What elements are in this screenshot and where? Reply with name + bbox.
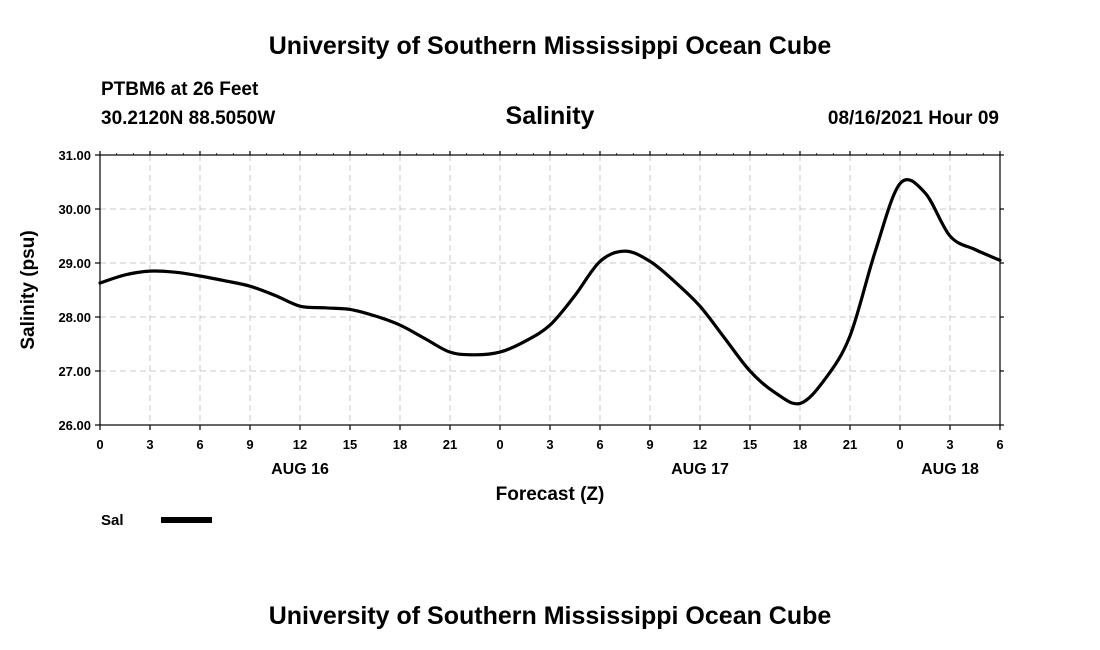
data-point — [574, 294, 576, 296]
x-tick-label: 21 — [443, 437, 457, 452]
footer-title: University of Southern Mississippi Ocean… — [269, 602, 832, 630]
x-tick-label: 9 — [246, 437, 253, 452]
y-axis-label: Salinity (psu) — [18, 230, 39, 349]
legend: Sal — [101, 512, 212, 529]
data-point — [474, 354, 476, 356]
series-layer — [98, 178, 1002, 406]
x-tick-label: 3 — [546, 437, 553, 452]
x-tick-label: 6 — [996, 437, 1003, 452]
y-tick-label: 29.00 — [58, 256, 91, 271]
y-tick-label: 31.00 — [58, 148, 91, 163]
data-point — [724, 337, 726, 339]
data-point — [874, 251, 876, 253]
chart-title: University of Southern Mississippi Ocean… — [269, 32, 832, 60]
x-tick-label: 3 — [146, 437, 153, 452]
data-point — [899, 182, 901, 184]
x-tick-label: 9 — [646, 437, 653, 452]
x-tick-label: 0 — [96, 437, 103, 452]
data-point — [749, 370, 751, 372]
x-tick-label: 15 — [743, 437, 757, 452]
data-point — [699, 305, 701, 307]
x-tick-label: 12 — [293, 437, 307, 452]
x-tick-label: 6 — [596, 437, 603, 452]
data-point — [674, 281, 676, 283]
data-point — [799, 402, 801, 404]
data-point — [299, 305, 301, 307]
data-point — [924, 192, 926, 194]
series-line-sal — [98, 178, 1002, 406]
data-point — [424, 337, 426, 339]
data-point — [974, 248, 976, 250]
coordinates-label: 30.2120N 88.5050W — [101, 108, 275, 129]
y-tick-label: 27.00 — [58, 364, 91, 379]
data-point — [524, 340, 526, 342]
data-point — [449, 351, 451, 353]
data-point — [174, 271, 176, 273]
legend-label: Sal — [101, 512, 124, 529]
data-point — [324, 307, 326, 309]
x-tick-label: 21 — [843, 437, 857, 452]
x-tick-label: 18 — [393, 437, 407, 452]
x-tick-label: 15 — [343, 437, 357, 452]
data-point — [624, 250, 626, 252]
data-point — [374, 315, 376, 317]
data-point — [99, 282, 101, 284]
data-point — [124, 274, 126, 276]
data-point — [274, 294, 276, 296]
x-tick-label: 6 — [196, 437, 203, 452]
data-point — [349, 308, 351, 310]
data-point — [149, 270, 151, 272]
data-point — [649, 260, 651, 262]
date-label: AUG 17 — [671, 461, 729, 478]
data-point — [999, 259, 1001, 261]
data-point — [399, 324, 401, 326]
data-point — [824, 378, 826, 380]
x-tick-label: 0 — [896, 437, 903, 452]
data-point — [224, 280, 226, 282]
x-tick-label: 18 — [793, 437, 807, 452]
data-point — [599, 260, 601, 262]
axes: 0 3 6 9 12 15 18 21 0 3 6 9 12 15 18 21 0 3 6 26.00 27.00 28.… — [58, 148, 1004, 478]
data-point — [949, 235, 951, 237]
timestamp-label: 08/16/2021 Hour 09 — [828, 108, 999, 129]
data-point — [549, 324, 551, 326]
x-tick-label: 0 — [496, 437, 503, 452]
x-tick-label: 3 — [946, 437, 953, 452]
station-label: PTBM6 at 26 Feet — [101, 79, 259, 100]
y-tick-label: 26.00 — [58, 418, 91, 433]
grid — [100, 155, 1000, 425]
y-tick-label: 30.00 — [58, 202, 91, 217]
y-tick-label: 28.00 — [58, 310, 91, 325]
variable-title: Salinity — [506, 102, 595, 130]
data-point — [774, 391, 776, 393]
data-point — [199, 275, 201, 277]
data-point — [249, 285, 251, 287]
x-axis-label: Forecast (Z) — [496, 484, 605, 505]
date-label: AUG 16 — [271, 461, 329, 478]
data-point — [849, 335, 851, 337]
x-tick-label: 12 — [693, 437, 707, 452]
data-point — [499, 351, 501, 353]
date-label: AUG 18 — [921, 461, 979, 478]
